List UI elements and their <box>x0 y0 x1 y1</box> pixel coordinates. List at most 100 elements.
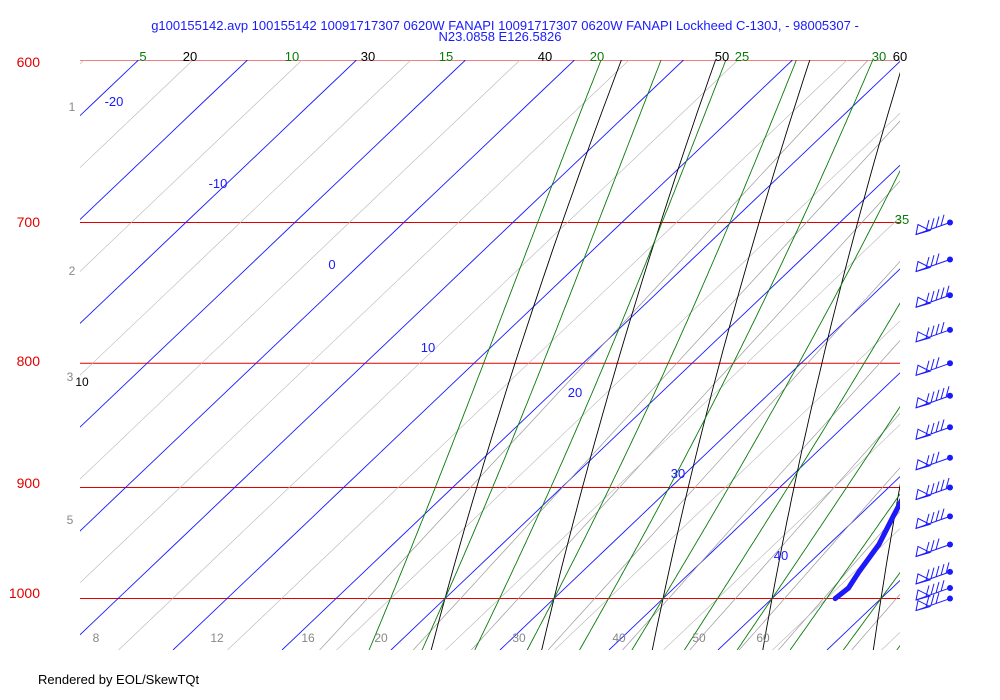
reference-line <box>991 60 1000 650</box>
isotherm-line <box>281 60 900 650</box>
footer-credit: Rendered by EOL/SkewTQt <box>38 672 200 687</box>
wind-barb <box>915 508 953 530</box>
mixing-ratio-line <box>738 467 900 650</box>
wind-barb <box>915 477 953 501</box>
reference-line <box>663 424 900 650</box>
moist-adiabat-line <box>951 60 1000 650</box>
mixing-ratio-line <box>689 412 900 650</box>
moist-adiabat-label: 25 <box>735 49 749 64</box>
isotherm-label: 40 <box>774 548 788 563</box>
isotherm-label: -20 <box>105 94 124 109</box>
pressure-label: 700 <box>17 214 41 230</box>
isotherm-line <box>608 372 900 650</box>
mixing-ratio-label: 20 <box>374 631 388 645</box>
reference-line <box>80 60 303 272</box>
reference-line <box>118 60 739 650</box>
moist-adiabat-line <box>421 60 662 650</box>
dry-adiabat-line <box>762 71 900 650</box>
isotherm-line <box>80 60 466 428</box>
wind-barb <box>915 580 953 601</box>
dry-adiabat-label: 60 <box>893 49 907 64</box>
isotherm-label: 10 <box>421 340 435 355</box>
mixing-ratio-label: 2 <box>69 264 76 278</box>
mixing-ratio-line <box>622 340 900 650</box>
reference-line <box>80 60 85 65</box>
reference-line <box>227 60 848 650</box>
dry-adiabat-label: 20 <box>183 49 197 64</box>
moist-adiabat-label: 35 <box>895 212 909 227</box>
wind-barb <box>915 419 953 440</box>
isotherm-label: 20 <box>568 385 582 400</box>
dewpoint-profile <box>832 497 900 602</box>
mixing-ratio-line <box>905 60 1000 650</box>
mixing-ratio-label: 40 <box>612 631 626 645</box>
reference-line <box>554 320 900 650</box>
moist-adiabat-line <box>579 60 874 650</box>
chart-title-line1: g100155142.avp 100155142 10091717307 062… <box>151 18 859 33</box>
mixing-ratio-line <box>851 593 900 650</box>
dry-adiabat-label: 10 <box>75 375 89 389</box>
mixing-ratio-line <box>982 60 1000 650</box>
reference-line <box>772 528 900 650</box>
mixing-ratio-line <box>413 120 900 650</box>
isotherm-line <box>717 476 900 650</box>
isotherm-line <box>80 60 248 221</box>
reference-line <box>80 60 630 584</box>
dry-adiabat-label: 40 <box>538 49 552 64</box>
moist-adiabat-label: 5 <box>139 49 146 64</box>
isotherm-line <box>80 60 575 532</box>
isotherm-label: -10 <box>209 176 228 191</box>
moist-adiabat-label: 15 <box>439 49 453 64</box>
reference-line <box>445 216 900 650</box>
mixing-ratio-label: 3 <box>67 370 74 384</box>
isotherm-line <box>499 268 900 650</box>
wind-barb <box>915 592 953 612</box>
wind-barb <box>915 357 953 377</box>
moist-adiabat-line <box>684 302 900 650</box>
dry-adiabat-line <box>430 60 622 650</box>
dry-adiabat-line <box>872 483 900 650</box>
dry-adiabat-line <box>651 60 811 650</box>
wind-barb <box>915 321 953 343</box>
grid-layer <box>80 60 1000 650</box>
reference-line <box>80 60 412 376</box>
isotherm-label: 30 <box>671 466 685 481</box>
wind-barb <box>915 214 953 236</box>
isotherm-label: 0 <box>328 257 335 272</box>
reference-line <box>336 112 900 650</box>
reference-line <box>881 631 900 650</box>
wind-barb <box>915 451 953 471</box>
moist-adiabat-line <box>896 644 900 650</box>
dry-adiabat-label: 50 <box>715 49 729 64</box>
dry-adiabat-label: 30 <box>361 49 375 64</box>
mixing-ratio-label: 1 <box>69 100 76 114</box>
moist-adiabat-line <box>474 60 727 650</box>
wind-barb <box>915 562 953 585</box>
mixing-ratio-label: 5 <box>67 513 74 527</box>
moist-adiabat-line <box>789 493 900 650</box>
moist-adiabat-line <box>736 405 900 650</box>
moist-adiabat-label: 10 <box>285 49 299 64</box>
moist-adiabat-label: 30 <box>872 49 886 64</box>
mixing-ratio-line <box>778 510 900 650</box>
mixing-ratio-label: 8 <box>93 631 100 645</box>
profile-layer <box>832 497 900 602</box>
pressure-label: 900 <box>17 475 41 491</box>
moist-adiabat-line <box>631 169 900 650</box>
isotherm-line <box>936 60 1000 650</box>
isotherm-line <box>80 60 684 636</box>
mixing-ratio-label: 12 <box>210 631 224 645</box>
reference-line <box>80 60 521 480</box>
dry-adiabat-line <box>541 60 717 650</box>
isotherm-line <box>80 60 357 324</box>
wind-barb <box>915 253 953 273</box>
wind-barb <box>915 285 953 308</box>
dry-adiabat-line <box>984 60 1000 650</box>
mixing-ratio-line <box>471 180 900 650</box>
pressure-label: 600 <box>17 54 41 70</box>
moist-adiabat-label: 20 <box>590 49 604 64</box>
mixing-ratio-line <box>947 60 1000 650</box>
wind-barb <box>915 386 953 409</box>
mixing-ratio-label: 30 <box>512 631 526 645</box>
